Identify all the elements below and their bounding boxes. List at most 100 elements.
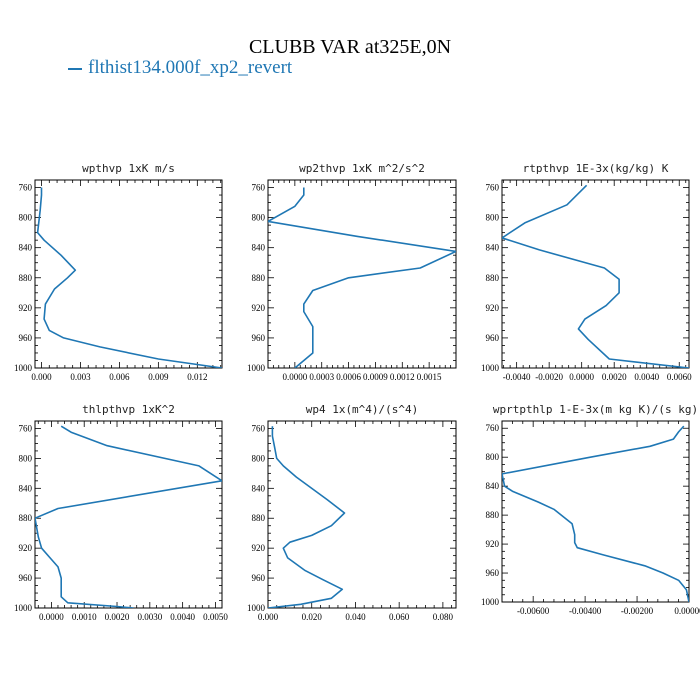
x-tick-label: 0.012 — [187, 372, 207, 382]
x-tick-label: 0.0006 — [336, 372, 361, 382]
y-tick-label: 800 — [19, 213, 33, 223]
y-tick-label: 920 — [486, 303, 500, 313]
series-line — [502, 425, 689, 602]
panel-4: thlpthvp 1xK^2 760 800 840 880 920 960 1000 0.00… — [14, 403, 228, 622]
series-line — [36, 187, 222, 368]
x-tick-label: 0.0000 — [39, 612, 64, 622]
y-tick-label: 840 — [19, 243, 33, 253]
y-tick-label: 920 — [252, 303, 266, 313]
x-tick-label: 0.0012 — [390, 372, 415, 382]
y-tick-label: 840 — [252, 243, 266, 253]
x-tick-label: 0.080 — [433, 612, 454, 622]
x-tick-label: 0.0030 — [137, 612, 162, 622]
y-tick-label: 920 — [486, 539, 500, 549]
y-tick-label: 880 — [19, 273, 33, 283]
plot-frame — [267, 179, 457, 369]
plot-frame — [34, 179, 223, 369]
x-tick-label: 0.006 — [109, 372, 130, 382]
x-tick-label: 0.0020 — [602, 372, 627, 382]
x-tick-label: 0.0003 — [309, 372, 334, 382]
x-tick-label: 0.000 — [31, 372, 52, 382]
x-tick-label: 0.009 — [148, 372, 169, 382]
panel-title: thlpthvp 1xK^2 — [82, 403, 175, 416]
panel-3: rtpthvp 1E-3x(kg/kg) K 760 800 840 880 920 960… — [481, 162, 692, 382]
x-tick-label: 0.0040 — [634, 372, 659, 382]
y-tick-label: 1000 — [481, 597, 500, 607]
x-tick-label: 0.0010 — [72, 612, 97, 622]
y-tick-label: 960 — [252, 573, 266, 583]
y-tick-label: 880 — [19, 513, 33, 523]
y-tick-label: 880 — [252, 273, 266, 283]
x-tick-label: 0.0060 — [667, 372, 692, 382]
panel-title: wpthvp 1xK m/s — [82, 162, 175, 175]
y-tick-label: 800 — [486, 213, 500, 223]
y-tick-label: 840 — [486, 481, 500, 491]
figure-title: CLUBB VAR at325E,0N — [248, 36, 452, 58]
y-tick-label: 920 — [252, 543, 266, 553]
y-tick-label: 840 — [19, 483, 33, 493]
y-tick-label: 960 — [486, 568, 500, 578]
y-tick-label: 760 — [252, 423, 266, 433]
x-tick-label: 0.0015 — [417, 372, 442, 382]
y-tick-label: 1000 — [14, 363, 33, 373]
x-tick-label: 0.060 — [389, 612, 410, 622]
y-tick-label: 960 — [486, 333, 500, 343]
y-tick-label: 960 — [19, 573, 33, 583]
plot-frame — [267, 420, 457, 609]
y-tick-label: 800 — [252, 213, 266, 223]
x-tick-label: 0.0000 — [282, 372, 307, 382]
y-tick-label: 800 — [19, 453, 33, 463]
y-tick-label: 760 — [252, 183, 266, 193]
series-line — [502, 184, 689, 368]
y-tick-label: 960 — [19, 333, 33, 343]
legend: flthist134.000f_xp2_revert — [68, 57, 292, 79]
y-tick-label: 1000 — [14, 603, 33, 613]
plot-frame — [501, 420, 690, 603]
x-tick-label: 0.020 — [302, 612, 323, 622]
panel-2: wp2thvp 1xK m^2/s^2 760 800 840 880 920 960 100… — [247, 162, 457, 382]
x-tick-label: 0.0040 — [170, 612, 195, 622]
y-tick-label: 840 — [486, 243, 500, 253]
panel-1: wpthvp 1xK m/s76080084088092096010000.00… — [14, 162, 223, 382]
x-tick-label: -0.00200 — [621, 606, 654, 616]
y-tick-label: 960 — [252, 333, 266, 343]
panel-title: wp4 1x(m^4)/(s^4) — [306, 403, 419, 416]
panel-title: wprtpthlp 1-E-3x(m kg K)/(s kg) — [493, 403, 698, 416]
legend-line-swatch — [68, 67, 82, 70]
y-tick-label: 880 — [486, 510, 500, 520]
y-tick-label: 800 — [252, 453, 266, 463]
y-tick-label: 760 — [19, 183, 33, 193]
x-tick-label: -0.00400 — [569, 606, 602, 616]
x-tick-label: 0.0020 — [105, 612, 130, 622]
x-tick-label: -0.0020 — [535, 372, 563, 382]
panel-5: wp4 1x(m^4)/(s^4)76080084088092096010000… — [247, 403, 457, 622]
panel-title: rtpthvp 1E-3x(kg/kg) K — [523, 162, 669, 175]
panel-title: wp2thvp 1xK m^2/s^2 — [299, 162, 425, 175]
y-tick-label: 920 — [19, 543, 33, 553]
x-tick-label: 0.003 — [70, 372, 91, 382]
plot-frame — [34, 420, 223, 609]
y-tick-label: 880 — [486, 273, 500, 283]
series-line — [35, 425, 222, 608]
x-tick-label: -0.0040 — [503, 372, 531, 382]
series-line — [268, 187, 456, 368]
y-tick-label: 880 — [252, 513, 266, 523]
y-tick-label: 760 — [19, 423, 33, 433]
x-tick-label: 0.0000 — [569, 372, 594, 382]
plot-frame — [501, 179, 690, 369]
y-tick-label: 760 — [486, 183, 500, 193]
y-tick-label: 920 — [19, 303, 33, 313]
y-tick-label: 760 — [486, 423, 500, 433]
panel-6: wprtpthlp 1-E-3x(m kg K)/(s kg) 760 800 840… — [481, 403, 700, 616]
x-tick-label: 0.000 — [258, 612, 279, 622]
legend-label: flthist134.000f_xp2_revert — [88, 57, 293, 78]
y-tick-label: 1000 — [247, 363, 266, 373]
series-line — [268, 426, 346, 608]
y-tick-label: 1000 — [481, 363, 500, 373]
x-tick-label: 0.040 — [345, 612, 366, 622]
y-tick-label: 1000 — [247, 603, 266, 613]
y-tick-label: 840 — [252, 483, 266, 493]
x-tick-label: 0.0009 — [363, 372, 388, 382]
